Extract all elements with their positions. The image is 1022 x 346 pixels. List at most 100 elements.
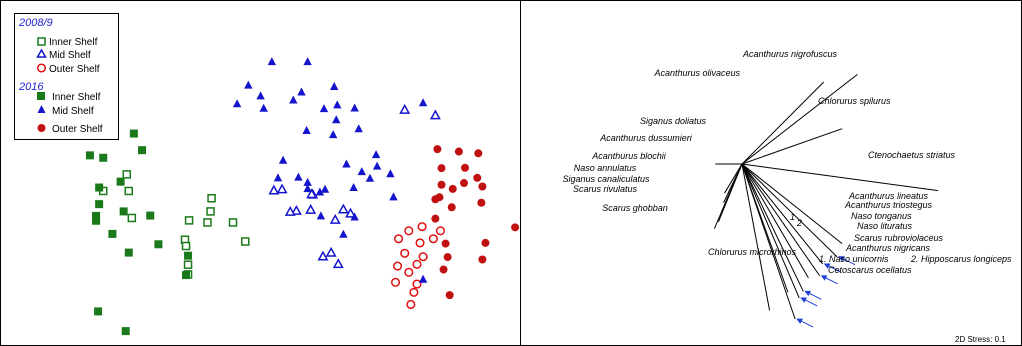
scatter-point bbox=[428, 234, 438, 244]
legend-label-outer-2008: Outer Shelf bbox=[49, 64, 100, 75]
scatter-point bbox=[289, 95, 298, 104]
legend-marker-outer-filled bbox=[37, 124, 46, 132]
legend: 2008/9 Inner Shelf Mid Shelf Outer Shelf… bbox=[14, 13, 119, 140]
scatter-point bbox=[146, 211, 155, 220]
scatter-point bbox=[294, 172, 303, 181]
legend-title-2008: 2008/9 bbox=[18, 17, 53, 29]
vector-label: Scarus rivulatus bbox=[573, 184, 638, 194]
scatter-point bbox=[320, 184, 330, 193]
scatter-point bbox=[228, 218, 238, 227]
vector-label: Siganus doliatus bbox=[640, 116, 707, 126]
scatter-point bbox=[138, 146, 147, 155]
scatter-point bbox=[92, 211, 101, 220]
legend-label-outer-2016: Outer Shelf bbox=[52, 124, 103, 135]
scatter-point bbox=[445, 291, 454, 300]
vector-line bbox=[741, 163, 838, 258]
scatter-point bbox=[116, 177, 125, 186]
scatter-point bbox=[350, 212, 359, 221]
scatter-point bbox=[461, 163, 470, 172]
scatter-point bbox=[268, 184, 280, 195]
vector-label: Scarus rubroviolaceus bbox=[854, 233, 944, 243]
scatter-point bbox=[409, 287, 419, 297]
scatter-point bbox=[418, 98, 428, 107]
vector-arrow bbox=[796, 318, 814, 328]
scatter-point bbox=[437, 164, 446, 173]
scatter-points bbox=[85, 57, 520, 336]
scatter-point bbox=[478, 182, 487, 191]
scatter-point bbox=[305, 203, 317, 214]
scatter-point bbox=[121, 327, 130, 336]
scatter-point bbox=[95, 183, 104, 192]
scatter-point bbox=[182, 271, 191, 280]
scatter-point bbox=[108, 229, 117, 238]
scatter-point bbox=[399, 103, 411, 114]
scatter-point bbox=[232, 99, 242, 108]
vector-label: Scarus ghobban bbox=[602, 203, 668, 213]
scatter-point bbox=[394, 234, 404, 244]
vector-line bbox=[724, 163, 743, 194]
vector-arrow bbox=[820, 275, 838, 285]
scatter-point bbox=[95, 200, 104, 209]
scatter-point bbox=[511, 223, 520, 232]
scatter-point bbox=[276, 183, 288, 194]
scatter-point bbox=[319, 104, 329, 113]
scatter-point bbox=[477, 198, 486, 207]
scatter-point bbox=[404, 267, 414, 277]
scatter-point bbox=[412, 259, 422, 269]
scatter-point bbox=[329, 82, 339, 90]
scatter-point bbox=[332, 258, 344, 269]
vector-label: Chlorurus microrhinos bbox=[708, 247, 797, 257]
scatter-point bbox=[273, 173, 283, 182]
vector-label: Acanthurus nigrofuscus bbox=[742, 49, 838, 59]
scatter-point bbox=[124, 248, 133, 257]
scatter-point bbox=[350, 103, 359, 112]
vector-line bbox=[741, 163, 824, 265]
vector-line bbox=[741, 163, 800, 299]
scatter-point bbox=[417, 222, 427, 232]
scatter-point bbox=[431, 195, 440, 204]
scatter-point bbox=[303, 57, 312, 66]
vector-line bbox=[741, 163, 809, 279]
scatter-point bbox=[284, 206, 296, 216]
vector-label: Acanthurus blochii bbox=[591, 151, 667, 161]
vector-line bbox=[741, 163, 821, 277]
legend-marker-mid-open bbox=[36, 48, 47, 58]
scatter-point bbox=[333, 100, 342, 109]
scatter-point bbox=[315, 187, 325, 196]
scatter-point bbox=[316, 211, 326, 220]
vector-line bbox=[741, 163, 939, 192]
scatter-point bbox=[119, 207, 128, 216]
scatter-point bbox=[354, 124, 363, 133]
scatter-point bbox=[85, 151, 94, 160]
scatter-point bbox=[183, 260, 193, 269]
vector-label: Naso annulatus bbox=[574, 163, 637, 173]
scatter-point bbox=[317, 250, 329, 261]
scatter-point bbox=[342, 159, 351, 168]
scatter-point bbox=[389, 192, 398, 201]
scatter-point bbox=[122, 170, 131, 179]
vector-arrow bbox=[823, 263, 841, 273]
scatter-point bbox=[443, 253, 452, 262]
scatter-point bbox=[349, 183, 358, 192]
scatter-point bbox=[474, 149, 483, 158]
scatter-point bbox=[454, 147, 463, 156]
scatter-point bbox=[290, 204, 302, 215]
scatter-point bbox=[244, 80, 253, 89]
scatter-point bbox=[372, 161, 382, 170]
vector-label: Cetoscarus ocellatus bbox=[828, 265, 912, 275]
scatter-point bbox=[431, 214, 440, 223]
scatter-point bbox=[345, 207, 357, 218]
scatter-point bbox=[337, 203, 349, 214]
scatter-point bbox=[297, 87, 306, 96]
scatter-point bbox=[259, 103, 268, 112]
vector-number-label: 2 bbox=[796, 218, 802, 228]
vector-line bbox=[741, 81, 825, 165]
scatter-point bbox=[328, 130, 338, 139]
vector-label: Acanthurus olivaceus bbox=[653, 68, 740, 78]
scatter-point bbox=[127, 213, 137, 223]
vector-label: Acanthurus nigricans bbox=[845, 243, 931, 253]
vector-line bbox=[741, 73, 858, 165]
vector-line bbox=[741, 163, 804, 292]
scatter-point bbox=[303, 184, 312, 193]
